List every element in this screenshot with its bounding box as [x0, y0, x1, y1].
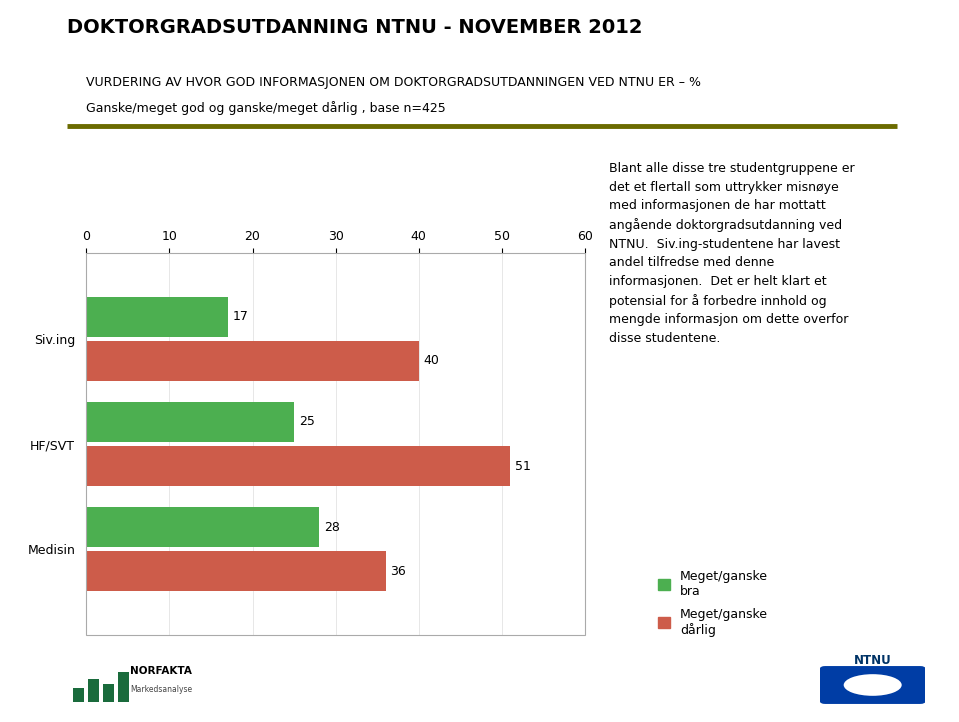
- Bar: [86, 507, 319, 547]
- Bar: [86, 341, 419, 381]
- Legend: Meget/ganske
bra, Meget/ganske
dårlig: Meget/ganske bra, Meget/ganske dårlig: [658, 570, 768, 637]
- Text: 17: 17: [233, 310, 248, 323]
- Bar: [86, 297, 227, 336]
- Bar: [86, 402, 294, 442]
- Bar: [86, 552, 386, 591]
- Text: Blant alle disse tre studentgruppene er
det et flertall som uttrykker misnøye
me: Blant alle disse tre studentgruppene er …: [609, 162, 854, 345]
- Text: 51: 51: [515, 460, 531, 473]
- Bar: [88, 679, 100, 702]
- Text: Ganske/meget god og ganske/meget dårlig , base n=425: Ganske/meget god og ganske/meget dårlig …: [86, 101, 446, 115]
- Text: VURDERING AV HVOR GOD INFORMASJONEN OM DOKTORGRADSUTDANNINGEN VED NTNU ER – %: VURDERING AV HVOR GOD INFORMASJONEN OM D…: [86, 76, 701, 89]
- Bar: [86, 446, 510, 486]
- Text: 40: 40: [424, 355, 439, 367]
- Bar: [73, 689, 84, 702]
- Text: DOKTORGRADSUTDANNING NTNU - NOVEMBER 2012: DOKTORGRADSUTDANNING NTNU - NOVEMBER 201…: [67, 18, 643, 37]
- Text: NORFAKTA: NORFAKTA: [130, 666, 193, 676]
- Bar: [86, 253, 585, 635]
- Bar: [103, 684, 114, 702]
- FancyBboxPatch shape: [820, 666, 925, 704]
- Text: 36: 36: [390, 565, 407, 578]
- Text: 25: 25: [299, 415, 315, 428]
- Text: NTNU: NTNU: [854, 654, 892, 667]
- Text: Markedsanalyse: Markedsanalyse: [130, 685, 193, 695]
- Ellipse shape: [844, 674, 901, 696]
- Text: 28: 28: [324, 521, 339, 534]
- Bar: [118, 672, 129, 702]
